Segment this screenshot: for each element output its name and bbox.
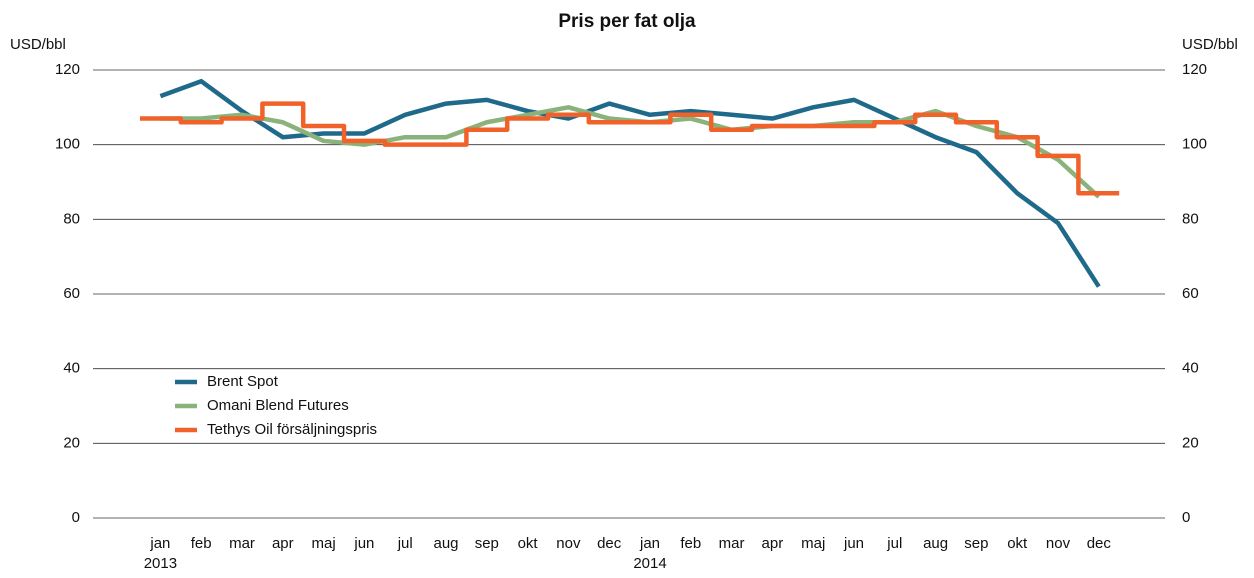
x-tick-label: maj — [801, 535, 825, 552]
x-tick-label: jun — [843, 535, 864, 552]
x-tick-label: jun — [353, 535, 374, 552]
x-tick-label: maj — [312, 535, 336, 552]
x-tick-label: mar — [229, 535, 255, 552]
x-tick-label: dec — [1087, 535, 1112, 552]
y-tick-label: 40 — [63, 360, 80, 377]
x-tick-label: jan — [639, 535, 660, 552]
series-line — [159, 78, 1101, 288]
y2-tick-label: 0 — [1182, 509, 1190, 526]
legend-label: Tethys Oil försäljningspris — [207, 421, 377, 438]
x-tick-label: dec — [597, 535, 622, 552]
y2-tick-label: 80 — [1182, 210, 1199, 227]
legend-label: Brent Spot — [207, 373, 279, 390]
x-tick-label: apr — [762, 535, 784, 552]
y-axis-label: USD/bbl — [10, 36, 66, 53]
y2-axis-label: USD/bbl — [1182, 36, 1238, 53]
x-tick-label: feb — [680, 535, 701, 552]
x-tick-label: mar — [719, 535, 745, 552]
x-tick-label: aug — [923, 535, 948, 552]
x-tick-label: sep — [964, 535, 988, 552]
x-tick-label: jul — [397, 535, 413, 552]
y-tick-label: 0 — [72, 509, 80, 526]
x-tick-label: jul — [886, 535, 902, 552]
y2-tick-label: 40 — [1182, 360, 1199, 377]
x-group-label: 2014 — [633, 555, 666, 572]
y-tick-label: 60 — [63, 285, 80, 302]
series-line — [140, 101, 1120, 196]
y-tick-label: 120 — [55, 61, 80, 78]
y2-tick-label: 20 — [1182, 434, 1199, 451]
y2-tick-label: 120 — [1182, 61, 1207, 78]
y-tick-label: 20 — [63, 434, 80, 451]
x-tick-label: jan — [149, 535, 170, 552]
y2-tick-label: 60 — [1182, 285, 1199, 302]
x-tick-label: nov — [1046, 535, 1071, 552]
x-tick-label: sep — [475, 535, 499, 552]
chart-title: Pris per fat olja — [558, 11, 696, 32]
x-tick-label: okt — [518, 535, 539, 552]
x-group-label: 2013 — [144, 555, 177, 572]
x-tick-label: nov — [556, 535, 581, 552]
y-tick-label: 100 — [55, 136, 80, 153]
x-tick-label: okt — [1007, 535, 1028, 552]
x-tick-label: feb — [191, 535, 212, 552]
legend-label: Omani Blend Futures — [207, 397, 349, 414]
y2-tick-label: 100 — [1182, 136, 1207, 153]
x-tick-label: apr — [272, 535, 294, 552]
x-tick-label: aug — [433, 535, 458, 552]
y-tick-label: 80 — [63, 210, 80, 227]
